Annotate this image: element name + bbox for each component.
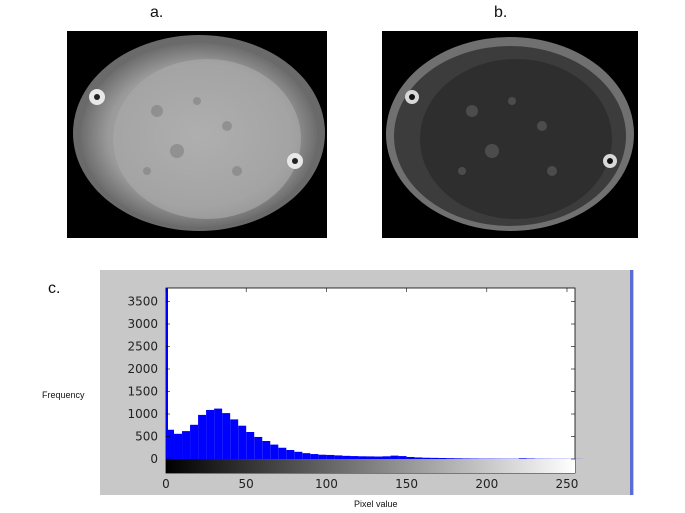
histogram-bar bbox=[270, 444, 279, 459]
histogram-bar bbox=[374, 456, 383, 459]
histogram-bar bbox=[414, 457, 423, 459]
y-axis-label: Frequency bbox=[42, 390, 85, 400]
panel-b-image bbox=[382, 31, 638, 238]
histogram-bar bbox=[278, 447, 287, 459]
histogram-bar bbox=[302, 453, 311, 459]
histogram-bar bbox=[166, 429, 175, 459]
histogram-bar bbox=[334, 455, 343, 459]
histogram-bar bbox=[454, 458, 463, 459]
histogram-bar bbox=[438, 458, 447, 459]
histogram-bar bbox=[214, 408, 223, 459]
histogram-bar bbox=[318, 454, 327, 459]
histogram-bar bbox=[206, 409, 215, 459]
histogram-bar bbox=[366, 456, 375, 459]
histogram-bar bbox=[398, 456, 407, 459]
x-tick-label: 50 bbox=[239, 477, 254, 491]
y-tick-label: 500 bbox=[135, 430, 158, 444]
y-tick-label: 3000 bbox=[127, 317, 158, 331]
x-tick-label: 100 bbox=[315, 477, 338, 491]
histogram-bar bbox=[462, 458, 471, 459]
window-right-edge bbox=[630, 270, 633, 495]
x-tick-label: 0 bbox=[162, 477, 170, 491]
histogram-bar bbox=[390, 455, 399, 459]
x-tick-label: 150 bbox=[395, 477, 418, 491]
histogram-bar bbox=[382, 456, 391, 459]
histogram-bar bbox=[182, 431, 191, 459]
y-tick-label: 3500 bbox=[127, 295, 158, 309]
panel-a-label: a. bbox=[150, 4, 164, 21]
y-tick-label: 1500 bbox=[127, 385, 158, 399]
histogram-bar bbox=[222, 413, 231, 459]
y-tick-label: 0 bbox=[150, 452, 158, 466]
left-axis-highlight bbox=[166, 288, 168, 473]
histogram-bar bbox=[246, 432, 255, 459]
histogram-bar bbox=[238, 425, 247, 459]
x-tick-label: 200 bbox=[475, 477, 498, 491]
histogram-bar bbox=[294, 451, 303, 459]
x-tick-label: 250 bbox=[556, 477, 579, 491]
histogram-bar bbox=[174, 433, 183, 459]
histogram-bar bbox=[342, 455, 351, 459]
x-axis-label: Pixel value bbox=[354, 499, 398, 509]
histogram-bar bbox=[350, 456, 359, 459]
bars-group bbox=[166, 408, 584, 459]
histogram-bar bbox=[422, 457, 431, 459]
histogram-bar bbox=[518, 458, 527, 459]
histogram-bar bbox=[262, 441, 271, 459]
histogram-bar bbox=[430, 457, 439, 459]
x-ticks-group: 0 50 100 150 200 250 bbox=[162, 288, 578, 491]
histogram-bar bbox=[190, 424, 199, 459]
panel-a-image bbox=[67, 31, 327, 238]
histogram-bar bbox=[326, 454, 335, 459]
y-tick-label: 2000 bbox=[127, 362, 158, 376]
grayscale-colorbar bbox=[166, 459, 575, 473]
histogram-bar bbox=[286, 450, 295, 459]
histogram-svg: 0 500 1000 1500 2000 2500 3000 3500 0 50 100 150 20… bbox=[100, 270, 634, 495]
histogram-bar bbox=[230, 419, 239, 459]
panel-c-label: c. bbox=[48, 280, 61, 297]
y-tick-label: 1000 bbox=[127, 407, 158, 421]
y-ticks-group: 0 500 1000 1500 2000 2500 3000 3500 bbox=[127, 295, 575, 466]
histogram-bar bbox=[310, 454, 319, 459]
histogram-bar bbox=[446, 458, 455, 459]
histogram-bar bbox=[406, 456, 415, 459]
histogram-bar bbox=[254, 436, 263, 459]
y-tick-label: 2500 bbox=[127, 340, 158, 354]
histogram-chart: 0 500 1000 1500 2000 2500 3000 3500 0 50 100 150 20… bbox=[100, 270, 634, 495]
histogram-bar bbox=[358, 456, 367, 459]
panel-b-label: b. bbox=[494, 4, 508, 21]
histogram-bar bbox=[198, 414, 207, 459]
